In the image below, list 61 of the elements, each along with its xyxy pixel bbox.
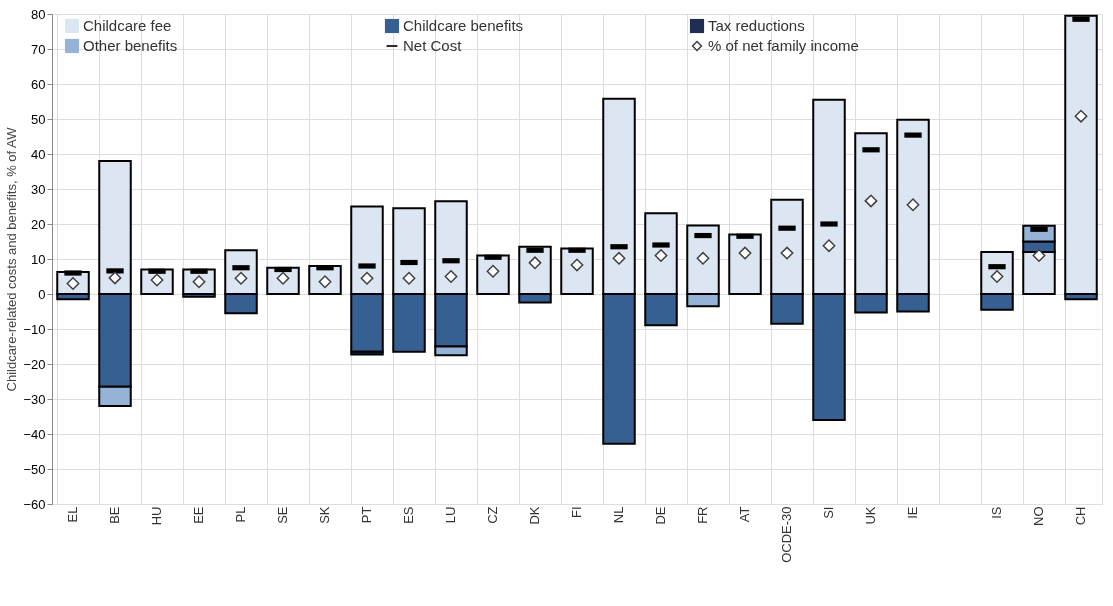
y-tick-label: −30	[23, 391, 46, 407]
point	[822, 239, 836, 253]
x-tick-label: DE	[653, 506, 668, 525]
y-tick-label: 20	[31, 216, 46, 232]
x-tick-label: IS	[989, 506, 1004, 519]
x-tick-label: EL	[65, 506, 80, 523]
x-tick-label: SI	[821, 506, 836, 519]
x-tick-label: CZ	[485, 506, 500, 524]
y-tick-label: 70	[31, 41, 46, 57]
y-tick-label: 50	[31, 111, 46, 127]
x-tick-label: HU	[149, 506, 164, 526]
point	[1032, 249, 1046, 262]
legend-label: Net Cost	[403, 37, 463, 54]
x-tick-label: PL	[233, 506, 248, 523]
point	[738, 246, 752, 260]
y-tick-label: 40	[31, 146, 46, 162]
x-tick-label: UK	[863, 506, 878, 525]
x-tick-label: OCDE-30	[779, 506, 794, 563]
point	[360, 271, 374, 285]
x-tick-label: AT	[737, 506, 752, 523]
legend-label: Tax reductions	[708, 17, 805, 34]
x-tick-label: SE	[275, 506, 290, 524]
x-tick-label: NL	[611, 506, 626, 524]
point	[864, 194, 878, 208]
point	[1074, 109, 1088, 123]
x-tick-label: FI	[569, 506, 584, 519]
y-tick-label: 80	[31, 6, 46, 22]
point	[696, 251, 710, 265]
bar	[728, 233, 762, 295]
legend-label: % of net family income	[708, 37, 859, 54]
y-tick-label: −40	[23, 426, 46, 442]
point	[444, 270, 458, 283]
y-axis-title: Childcare-related costs and benefits, % of AW	[4, 126, 20, 392]
y-tick-label: 60	[31, 76, 46, 92]
legend-label: Childcare fee	[83, 17, 172, 34]
point	[906, 198, 920, 212]
point	[402, 271, 416, 285]
y-tick-label: −20	[23, 356, 46, 372]
y-tick-label: 10	[31, 251, 46, 267]
x-tick-label: IE	[905, 506, 920, 519]
x-tick-label: SK	[317, 506, 332, 524]
point	[780, 246, 794, 260]
x-tick-label: BE	[107, 506, 122, 524]
y-tick-label: −50	[23, 461, 46, 477]
x-tick-label: FR	[695, 506, 710, 524]
x-tick-label: ES	[401, 506, 416, 524]
point	[612, 251, 626, 265]
x-tick-label: DK	[527, 506, 542, 525]
x-tick-label: NO	[1031, 506, 1046, 526]
legend-label: Childcare benefits	[403, 17, 524, 34]
x-tick-label: PT	[359, 506, 374, 524]
point	[654, 249, 668, 262]
y-tick-label: 30	[31, 181, 46, 197]
y-tick-label: 0	[38, 286, 46, 302]
x-tick-label: CH	[1073, 506, 1088, 526]
point	[108, 271, 122, 285]
x-tick-label: EE	[191, 506, 206, 524]
x-tick-label: LU	[443, 506, 458, 524]
legend-label: Other benefits	[83, 37, 178, 54]
y-tick-label: −10	[23, 321, 46, 337]
y-tick-label: −60	[23, 496, 46, 512]
